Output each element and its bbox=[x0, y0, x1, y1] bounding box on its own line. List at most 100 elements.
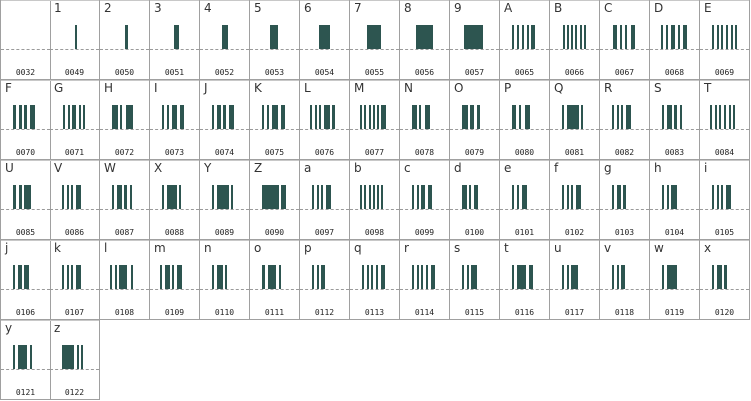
glyph-cell: c 0099 bbox=[400, 160, 450, 240]
glyph-bar bbox=[517, 265, 526, 289]
glyph-cell: w 0119 bbox=[650, 240, 700, 320]
glyph-bar bbox=[612, 105, 614, 129]
glyph-bar bbox=[231, 185, 233, 209]
character-label: l bbox=[104, 241, 108, 255]
barcode-glyph bbox=[402, 25, 448, 49]
character-label: 1 bbox=[54, 1, 62, 15]
baseline-divider bbox=[650, 209, 699, 210]
glyph-bar bbox=[160, 265, 162, 289]
character-label: W bbox=[104, 161, 116, 175]
cell-top-border bbox=[550, 80, 599, 81]
glyph-bar bbox=[317, 185, 319, 209]
char-code-label: 0086 bbox=[64, 228, 85, 237]
baseline-divider bbox=[350, 49, 399, 50]
baseline-divider bbox=[700, 49, 749, 50]
char-code-label: 0116 bbox=[514, 308, 535, 317]
glyph-bar bbox=[580, 25, 582, 49]
cell-top-border bbox=[100, 0, 149, 1]
barcode-glyph bbox=[552, 265, 598, 289]
baseline-divider bbox=[350, 209, 399, 210]
character-label: P bbox=[504, 81, 512, 95]
glyph-bar bbox=[119, 265, 127, 289]
character-label: F bbox=[5, 81, 12, 95]
glyph-bar bbox=[312, 265, 314, 289]
cell-top-border bbox=[50, 0, 99, 1]
glyph-bar bbox=[712, 185, 714, 209]
character-label: f bbox=[554, 161, 559, 175]
glyph-cell: p 0112 bbox=[300, 240, 350, 320]
glyph-bar bbox=[267, 105, 269, 129]
baseline-divider bbox=[150, 129, 199, 130]
cell-top-border bbox=[200, 240, 249, 241]
glyph-bar bbox=[680, 105, 682, 129]
glyph-bar bbox=[125, 25, 128, 49]
char-code-label: 0100 bbox=[464, 228, 485, 237]
character-label: s bbox=[454, 241, 461, 255]
glyph-bar bbox=[13, 345, 15, 369]
glyph-bar bbox=[462, 265, 464, 289]
cell-top-border bbox=[350, 0, 399, 1]
glyph-bar bbox=[162, 105, 164, 129]
glyph-bar bbox=[79, 105, 81, 129]
cell-top-border bbox=[1, 0, 50, 1]
cell-top-border bbox=[350, 160, 399, 161]
barcode-glyph bbox=[202, 105, 248, 129]
character-label: d bbox=[454, 161, 462, 175]
char-code-label: 0098 bbox=[364, 228, 385, 237]
cell-top-border bbox=[300, 80, 349, 81]
glyph-bar bbox=[167, 185, 177, 209]
glyph-cell: a 0097 bbox=[300, 160, 350, 240]
glyph-cell: 9 0057 bbox=[450, 0, 500, 80]
glyph-cell: S 0083 bbox=[650, 80, 700, 160]
barcode-glyph bbox=[302, 185, 348, 209]
character-label: k bbox=[54, 241, 61, 255]
barcode-glyph bbox=[52, 25, 98, 49]
barcode-glyph bbox=[602, 185, 648, 209]
glyph-bar bbox=[281, 185, 286, 209]
baseline-divider bbox=[600, 209, 649, 210]
barcode-glyph bbox=[3, 25, 49, 49]
char-code-label: 0122 bbox=[64, 388, 85, 397]
character-label: g bbox=[604, 161, 612, 175]
baseline-divider bbox=[400, 209, 449, 210]
barcode-glyph bbox=[252, 25, 298, 49]
glyph-bar bbox=[471, 265, 477, 289]
cell-top-border bbox=[600, 240, 649, 241]
char-code-label: 0083 bbox=[664, 148, 685, 157]
glyph-bar bbox=[712, 25, 714, 49]
character-label: u bbox=[554, 241, 562, 255]
char-code-label: 0099 bbox=[414, 228, 435, 237]
baseline-divider bbox=[450, 289, 499, 290]
glyph-bar bbox=[517, 25, 519, 49]
glyph-cell: q 0113 bbox=[350, 240, 400, 320]
glyph-cell: K 0075 bbox=[250, 80, 300, 160]
char-code-label: 0052 bbox=[214, 68, 235, 77]
glyph-bar bbox=[462, 105, 468, 129]
glyph-bar bbox=[217, 105, 221, 129]
glyph-bar bbox=[217, 265, 223, 289]
glyph-bar bbox=[567, 265, 569, 289]
glyph-bar bbox=[71, 185, 73, 209]
glyph-bar bbox=[262, 105, 264, 129]
glyph-bar bbox=[75, 25, 77, 49]
baseline-divider bbox=[450, 209, 499, 210]
glyph-cell: e 0101 bbox=[500, 160, 550, 240]
char-code-label: 0051 bbox=[164, 68, 185, 77]
glyph-cell: M 0077 bbox=[350, 80, 400, 160]
baseline-divider bbox=[550, 289, 599, 290]
barcode-glyph bbox=[52, 265, 98, 289]
cell-top-border bbox=[550, 0, 599, 1]
glyph-bar bbox=[319, 25, 330, 49]
char-code-label: 0109 bbox=[164, 308, 185, 317]
glyph-bar bbox=[369, 185, 371, 209]
glyph-bar bbox=[469, 185, 471, 209]
glyph-cell: v 0118 bbox=[600, 240, 650, 320]
char-code-label: 0067 bbox=[614, 68, 635, 77]
glyph-bar bbox=[562, 265, 564, 289]
glyph-bar bbox=[717, 265, 722, 289]
glyph-bar bbox=[67, 265, 69, 289]
glyph-cell: g 0103 bbox=[600, 160, 650, 240]
glyph-bar bbox=[575, 25, 577, 49]
character-label: S bbox=[654, 81, 662, 95]
glyph-bar bbox=[729, 105, 731, 129]
